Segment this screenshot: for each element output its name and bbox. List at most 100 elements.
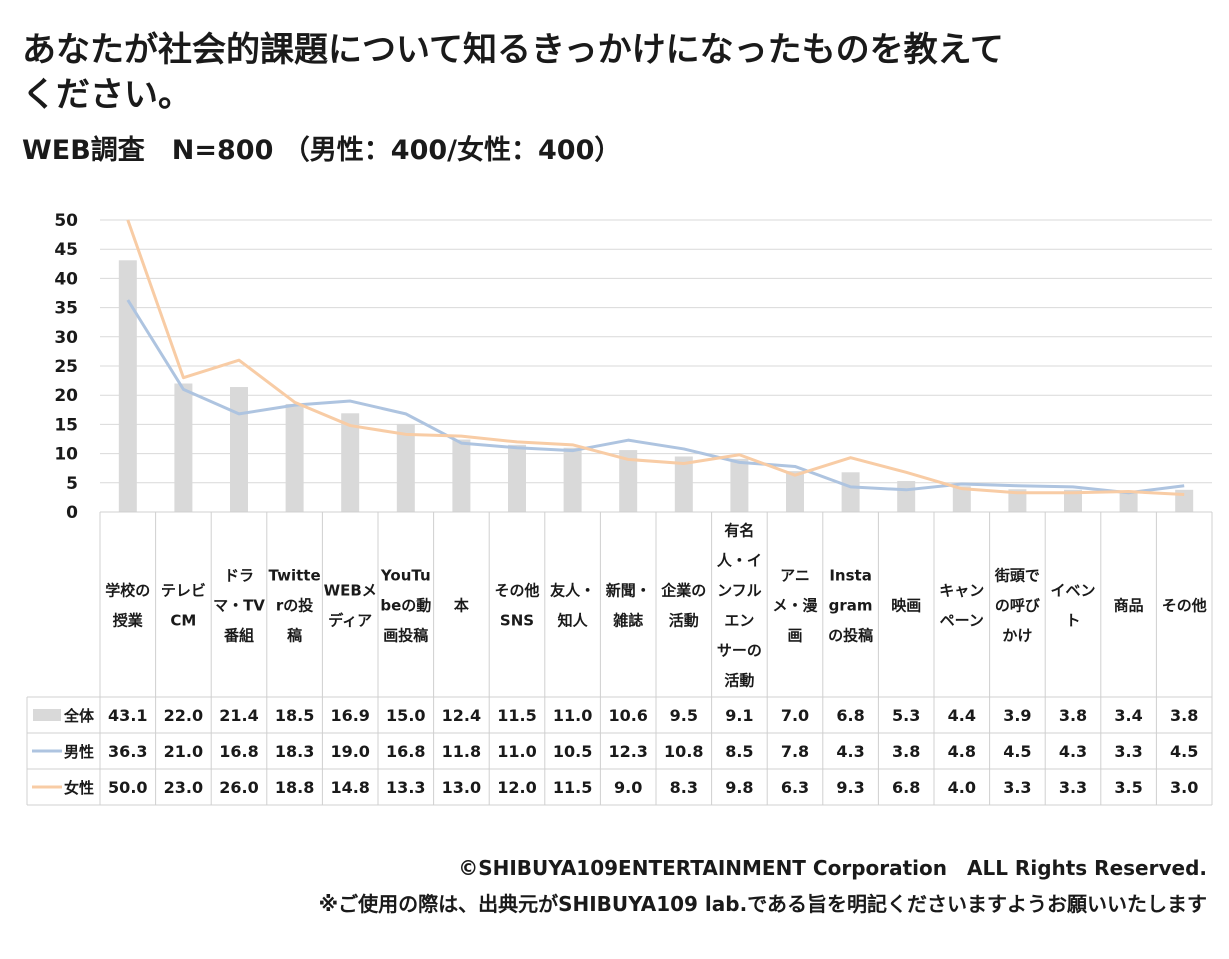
data-label: 4.5	[1170, 742, 1198, 761]
category-label: サーの	[717, 642, 762, 660]
category-label: かけ	[1002, 627, 1032, 645]
data-label: 16.8	[386, 742, 425, 761]
category-label: ンフル	[717, 582, 762, 600]
data-label: 3.8	[1170, 706, 1198, 725]
category-label: イベン	[1050, 582, 1095, 600]
bar	[118, 260, 137, 512]
bar	[897, 481, 916, 512]
data-label: 9.0	[614, 778, 642, 797]
y-tick-label: 30	[54, 328, 78, 348]
data-label: 11.5	[497, 706, 536, 725]
data-label: 18.8	[275, 778, 314, 797]
data-label: 3.0	[1170, 778, 1198, 797]
bar	[452, 439, 471, 512]
bar	[952, 486, 971, 512]
y-tick-label: 15	[54, 415, 78, 435]
data-label: 8.3	[670, 778, 698, 797]
data-label: 36.3	[108, 742, 147, 761]
data-label: 18.5	[275, 706, 314, 725]
data-label: 18.3	[275, 742, 314, 761]
category-label: WEBメ	[324, 582, 377, 600]
y-tick-label: 10	[54, 445, 78, 465]
category-label: 有名	[724, 522, 754, 540]
category-label: 人・イ	[717, 552, 762, 570]
data-label: 3.3	[1114, 742, 1142, 761]
data-label: 15.0	[386, 706, 425, 725]
category-label: 新聞・	[606, 582, 651, 600]
y-tick-label: 40	[54, 269, 78, 289]
category-label: ペーン	[940, 612, 984, 630]
category-label: 商品	[1114, 597, 1144, 615]
data-label: 43.1	[108, 706, 147, 725]
category-label: ドラ	[224, 567, 254, 585]
category-label: gram	[829, 597, 873, 615]
bar	[786, 471, 804, 512]
category-label: beの動	[380, 597, 431, 615]
bar	[619, 450, 638, 512]
data-label: 13.3	[386, 778, 425, 797]
data-label: 50.0	[108, 778, 147, 797]
category-label: CM	[170, 612, 196, 630]
category-label: 活動	[724, 672, 754, 690]
data-label: 12.4	[442, 706, 481, 725]
data-label: 10.6	[608, 706, 647, 725]
data-label: 6.8	[892, 778, 920, 797]
data-label: 21.4	[219, 706, 258, 725]
y-tick-label: 5	[66, 474, 78, 494]
data-label: 8.5	[725, 742, 753, 761]
category-label: 雑誌	[612, 612, 643, 630]
category-label: 企業の	[660, 582, 706, 600]
data-label: 7.8	[781, 742, 809, 761]
y-tick-label: 35	[54, 299, 78, 319]
data-label: 10.8	[664, 742, 703, 761]
data-label: 9.5	[670, 706, 698, 725]
chart-title: あなたが社会的課題について知るきっかけになったものを教えてください。	[22, 30, 1004, 115]
data-label: 6.8	[836, 706, 864, 725]
data-label: 12.0	[497, 778, 536, 797]
category-label: Insta	[829, 567, 871, 585]
data-label: 3.3	[1059, 778, 1087, 797]
series-line	[126, 219, 1185, 496]
data-label: 16.9	[330, 706, 369, 725]
data-label: 26.0	[219, 778, 258, 797]
category-label: ディア	[328, 612, 372, 630]
data-label: 9.3	[836, 778, 864, 797]
y-tick-label: 25	[54, 357, 78, 377]
category-label: メ・漫	[772, 597, 818, 615]
data-label: 13.0	[442, 778, 481, 797]
data-label: 3.5	[1114, 778, 1142, 797]
category-label: 映画	[891, 597, 921, 615]
category-label: YouTu	[380, 567, 431, 585]
category-label: 授業	[113, 612, 144, 630]
data-label: 4.5	[1003, 742, 1031, 761]
bar	[508, 444, 526, 512]
bar	[341, 413, 360, 512]
category-label: エン	[724, 612, 754, 630]
legend-label: 男性	[64, 743, 94, 761]
data-label: 11.0	[497, 742, 536, 761]
data-label: 14.8	[330, 778, 369, 797]
bar	[230, 387, 248, 512]
data-label: 9.8	[725, 778, 753, 797]
legend-label: 女性	[64, 779, 94, 797]
data-label: 4.0	[948, 778, 976, 797]
copyright-text: ©SHIBUYA109ENTERTAINMENT Corporation ALL…	[458, 856, 1207, 880]
data-label: 23.0	[164, 778, 203, 797]
data-label: 3.8	[892, 742, 920, 761]
category-label: キャン	[939, 582, 984, 600]
y-tick-label: 20	[54, 386, 78, 406]
data-label: 4.3	[836, 742, 864, 761]
category-label: の投稿	[828, 627, 873, 645]
data-label: 3.8	[1059, 706, 1087, 725]
data-label: 10.5	[553, 742, 592, 761]
data-label: 16.8	[219, 742, 258, 761]
category-label: Twitte	[269, 567, 321, 585]
data-label: 9.1	[725, 706, 753, 725]
category-label: 画	[787, 627, 802, 645]
data-label: 4.4	[948, 706, 976, 725]
data-label: 6.3	[781, 778, 809, 797]
category-label: ト	[1065, 612, 1080, 630]
usage-notice: ※ご使用の際は、出典元がSHIBUYA109 lab.である旨を明記くださいます…	[318, 892, 1207, 916]
series-line	[126, 299, 1185, 495]
category-label: マ・TV	[213, 597, 265, 615]
